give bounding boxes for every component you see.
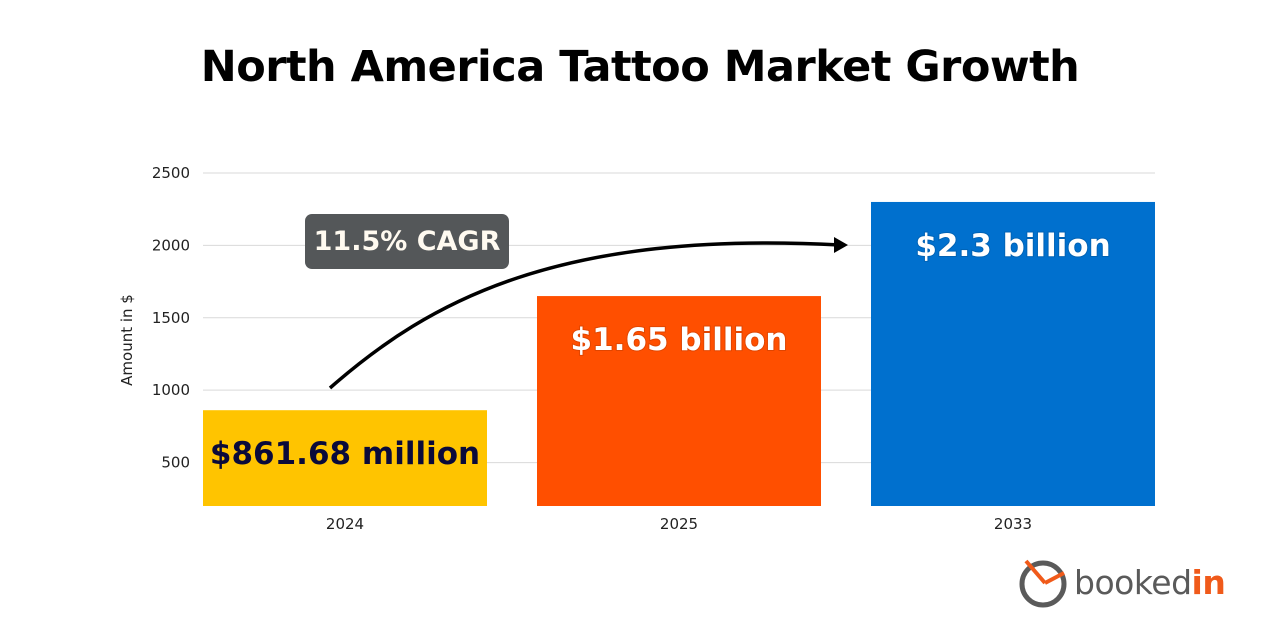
- bar-2024: [203, 410, 487, 506]
- x-tick-label: 2025: [660, 515, 698, 533]
- arrow-head-icon: [834, 237, 848, 253]
- y-tick-label: 500: [161, 454, 190, 472]
- cagr-annotation: 11.5% CAGR: [305, 214, 509, 269]
- x-tick-label: 2033: [994, 515, 1032, 533]
- y-axis-ticks: 500 1000 1500 2000 2500: [152, 164, 190, 472]
- y-tick-label: 2000: [152, 236, 190, 254]
- logo-wordmark: bookedin: [1074, 562, 1226, 602]
- bars: $861.68 million 2024 $1.65 billion 2025 $2.3…: [203, 201, 1155, 533]
- bar-2033: [871, 201, 1155, 506]
- x-tick-label: 2024: [326, 515, 364, 533]
- clock-logo-icon: [1019, 559, 1067, 608]
- bar-2025: [537, 296, 821, 506]
- bar-data-label: $861.68 million: [210, 436, 480, 472]
- growth-arrow: [328, 241, 841, 390]
- y-tick-label: 1000: [152, 381, 190, 399]
- y-tick-label: 1500: [152, 309, 190, 327]
- y-axis-label: Amount in $: [118, 294, 136, 386]
- bar-data-label: $1.65 billion: [571, 322, 788, 358]
- chart-title: North America Tattoo Market Growth: [200, 42, 1080, 92]
- bar-data-label: $2.3 billion: [915, 228, 1110, 264]
- bookedin-logo: bookedin: [1018, 556, 1226, 608]
- y-tick-label: 2500: [152, 164, 190, 182]
